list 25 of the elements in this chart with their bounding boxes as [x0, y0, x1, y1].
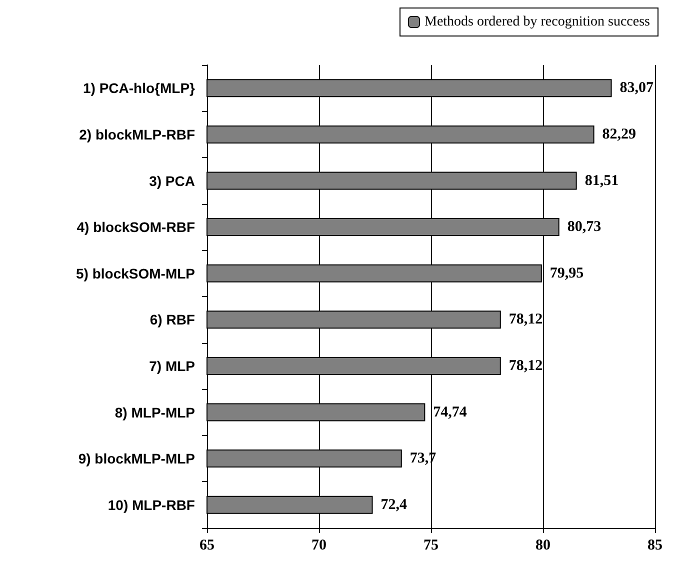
data-label: 81,51	[584, 172, 619, 189]
y-tick-label: 4) blockSOM-RBF	[76, 219, 196, 236]
x-tick-label: 80	[536, 538, 550, 554]
y-tick-label: 3) PCA	[149, 172, 195, 189]
x-tick-label: 65	[200, 538, 214, 554]
data-label: 78,12	[508, 358, 543, 374]
y-tick-label: 2) blockMLP-RBF	[79, 126, 196, 142]
y-tick-label: 1) PCA-hlo{MLP}	[83, 80, 196, 96]
data-label: 79,95	[550, 265, 584, 282]
y-tick-label: 7) MLP	[149, 358, 195, 374]
data-label: 83,07	[620, 80, 654, 96]
y-tick-label: 10) MLP-RBF	[108, 496, 196, 513]
x-tick-label: 85	[648, 538, 662, 554]
data-label: 74,74	[433, 404, 468, 420]
legend-label: Methods ordered by recognition success	[424, 14, 650, 30]
y-tick-label: 9) blockMLP-MLP	[78, 450, 195, 467]
y-tick-label: 5) blockSOM-MLP	[76, 265, 195, 282]
x-tick-label: 75	[424, 538, 438, 554]
data-label: 72,4	[380, 496, 408, 513]
y-tick-label: 6) RBF	[150, 312, 196, 328]
x-tick-label: 70	[312, 538, 326, 554]
data-label: 80,73	[567, 219, 602, 236]
data-label: 82,29	[602, 126, 636, 142]
data-label: 78,12	[508, 312, 543, 328]
y-tick-label: 8) MLP-MLP	[114, 404, 195, 420]
